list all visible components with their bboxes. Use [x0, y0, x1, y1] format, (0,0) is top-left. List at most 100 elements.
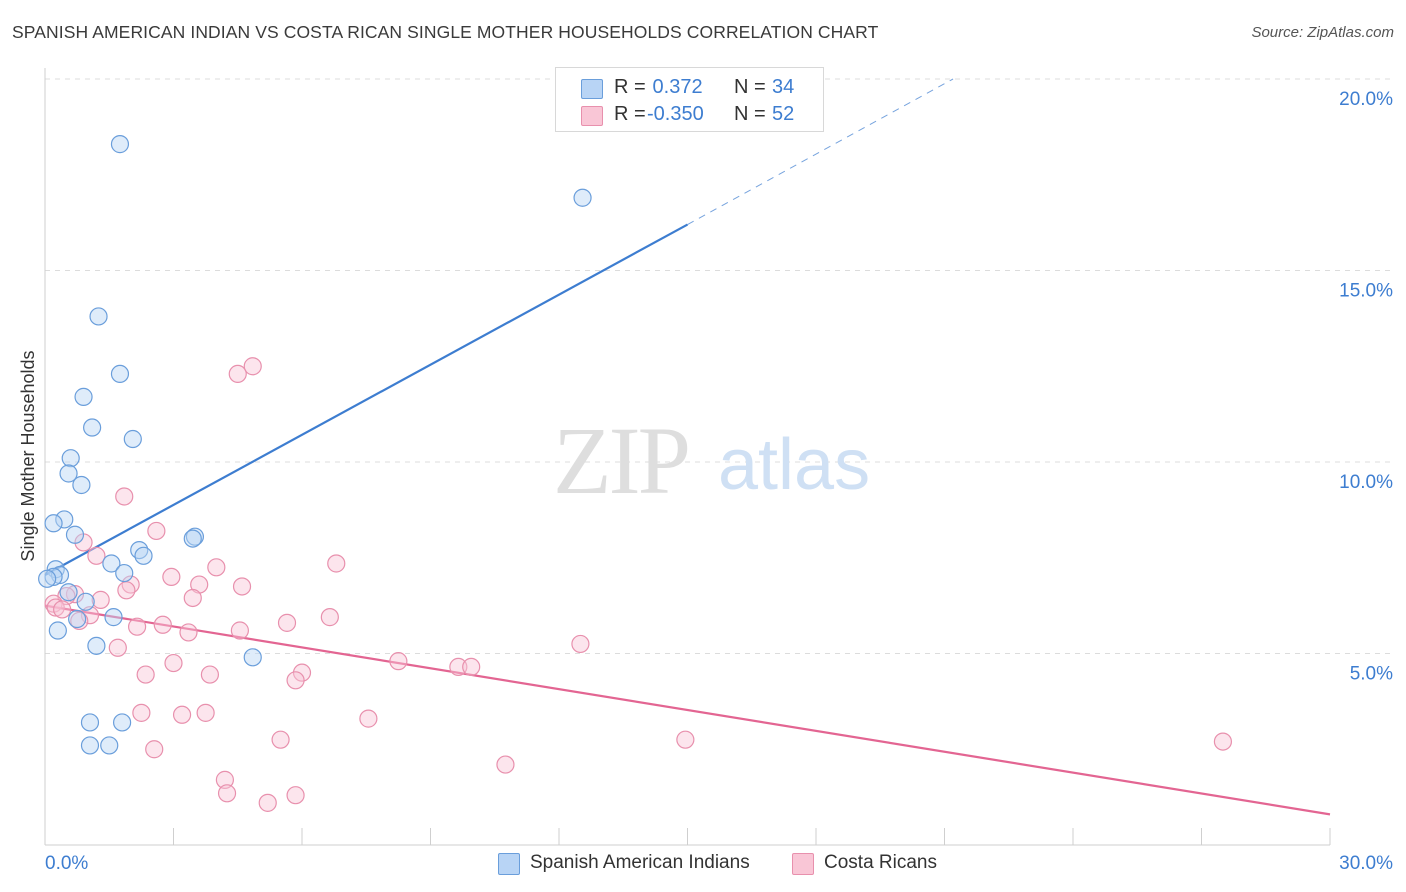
point-spanish-american-indians [44, 514, 63, 533]
point-spanish-american-indians [110, 364, 130, 384]
legend-row-costa-ricans: R = -0.350 N = 52 [556, 103, 823, 129]
point-spanish-american-indians [115, 563, 134, 583]
point-costa-ricans [53, 600, 72, 619]
point-costa-ricans [117, 581, 136, 600]
point-costa-ricans [389, 652, 408, 671]
point-costa-ricans [496, 755, 515, 774]
legend-swatch-blue [581, 79, 603, 99]
series-legend-label: Spanish American Indians [530, 852, 750, 873]
trend-line-extension-spanish-american-indians [687, 78, 954, 225]
point-spanish-american-indians [183, 529, 202, 548]
point-costa-ricans [136, 665, 155, 684]
point-costa-ricans [676, 730, 695, 749]
point-costa-ricans [320, 608, 339, 627]
point-costa-ricans [286, 671, 305, 690]
point-spanish-american-indians [80, 713, 100, 732]
point-costa-ricans [327, 554, 346, 573]
point-spanish-american-indians [573, 188, 592, 207]
legend-r-value: 0.372 [647, 76, 703, 98]
legend-row-spanish-american-indians: R = 0.372 N = 34 [556, 76, 823, 102]
point-costa-ricans [91, 590, 110, 609]
legend-r-value: -0.350 [647, 103, 704, 125]
x-tick-label: 0.0% [45, 853, 88, 874]
point-spanish-american-indians [102, 554, 121, 573]
trend-line-costa-ricans [44, 604, 1331, 816]
point-costa-ricans [271, 730, 290, 749]
x-tick-label: 30.0% [1339, 853, 1393, 874]
point-costa-ricans [217, 784, 237, 803]
point-costa-ricans [172, 705, 192, 724]
point-costa-ricans [108, 638, 127, 657]
point-costa-ricans [196, 703, 215, 722]
source-credit: Source: ZipAtlas.com [1251, 24, 1394, 41]
point-spanish-american-indians [100, 736, 119, 755]
point-spanish-american-indians [59, 464, 78, 483]
series-swatch-blue [498, 853, 520, 875]
series-legend: Spanish American Indians Costa Ricans [0, 851, 1406, 877]
point-spanish-american-indians [80, 736, 100, 755]
y-tick-label: 5.0% [1350, 664, 1393, 685]
point-costa-ricans [153, 615, 172, 634]
point-costa-ricans [1213, 732, 1233, 751]
point-costa-ricans [179, 623, 198, 642]
y-tick-label: 15.0% [1339, 281, 1393, 302]
y-tick-label: 20.0% [1339, 89, 1393, 110]
point-costa-ricans [449, 657, 468, 677]
series-legend-label: Costa Ricans [824, 852, 937, 873]
point-costa-ricans [230, 621, 249, 640]
point-costa-ricans [207, 558, 226, 577]
point-spanish-american-indians [76, 592, 95, 611]
point-spanish-american-indians [83, 418, 102, 437]
legend-r-label: R = [614, 103, 646, 125]
point-costa-ricans [243, 357, 262, 376]
point-spanish-american-indians [38, 569, 57, 588]
point-costa-ricans [462, 657, 481, 677]
point-spanish-american-indians [87, 636, 106, 655]
point-costa-ricans [232, 577, 252, 596]
legend-n-value: 34 [772, 76, 795, 98]
point-costa-ricans [164, 653, 183, 673]
legend-n-label: N = [734, 103, 766, 125]
legend-r-label: R = [614, 76, 646, 98]
point-spanish-american-indians [48, 621, 67, 640]
trend-line-spanish-american-indians [44, 223, 689, 576]
chart-title: SPANISH AMERICAN INDIAN VS COSTA RICAN S… [12, 22, 879, 42]
point-spanish-american-indians [112, 713, 132, 732]
point-costa-ricans [258, 793, 277, 812]
point-costa-ricans [115, 487, 134, 506]
legend-n-value: 52 [772, 103, 795, 125]
watermark-atlas: atlas [718, 425, 870, 505]
series-swatch-pink [792, 853, 814, 875]
point-spanish-american-indians [55, 510, 74, 529]
point-spanish-american-indians [74, 387, 93, 406]
point-costa-ricans [228, 364, 247, 384]
y-tick-label: 10.0% [1339, 472, 1393, 493]
point-spanish-american-indians [44, 567, 63, 587]
watermark-zip: ZIP [553, 407, 688, 514]
correlation-legend: R = 0.372 N = 34 R = -0.350 N = 52 [555, 67, 824, 132]
point-costa-ricans [162, 567, 181, 587]
y-axis-title: Single Mother Households [18, 350, 38, 561]
point-costa-ricans [147, 521, 166, 541]
point-costa-ricans [46, 598, 65, 617]
point-spanish-american-indians [68, 609, 87, 629]
point-spanish-american-indians [65, 525, 85, 544]
legend-swatch-pink [581, 106, 603, 126]
point-spanish-american-indians [123, 429, 142, 449]
point-costa-ricans [87, 546, 106, 565]
point-costa-ricans [571, 634, 590, 654]
point-costa-ricans [359, 709, 378, 728]
point-costa-ricans [132, 703, 151, 722]
point-costa-ricans [286, 786, 305, 805]
point-spanish-american-indians [110, 135, 130, 154]
point-spanish-american-indians [59, 583, 78, 602]
point-spanish-american-indians [61, 449, 80, 468]
point-spanish-american-indians [89, 307, 108, 326]
point-costa-ricans [215, 770, 234, 789]
legend-n-label: N = [734, 76, 766, 98]
point-spanish-american-indians [72, 475, 91, 495]
point-costa-ricans [127, 617, 147, 636]
point-spanish-american-indians [243, 648, 262, 667]
point-costa-ricans [277, 613, 297, 632]
